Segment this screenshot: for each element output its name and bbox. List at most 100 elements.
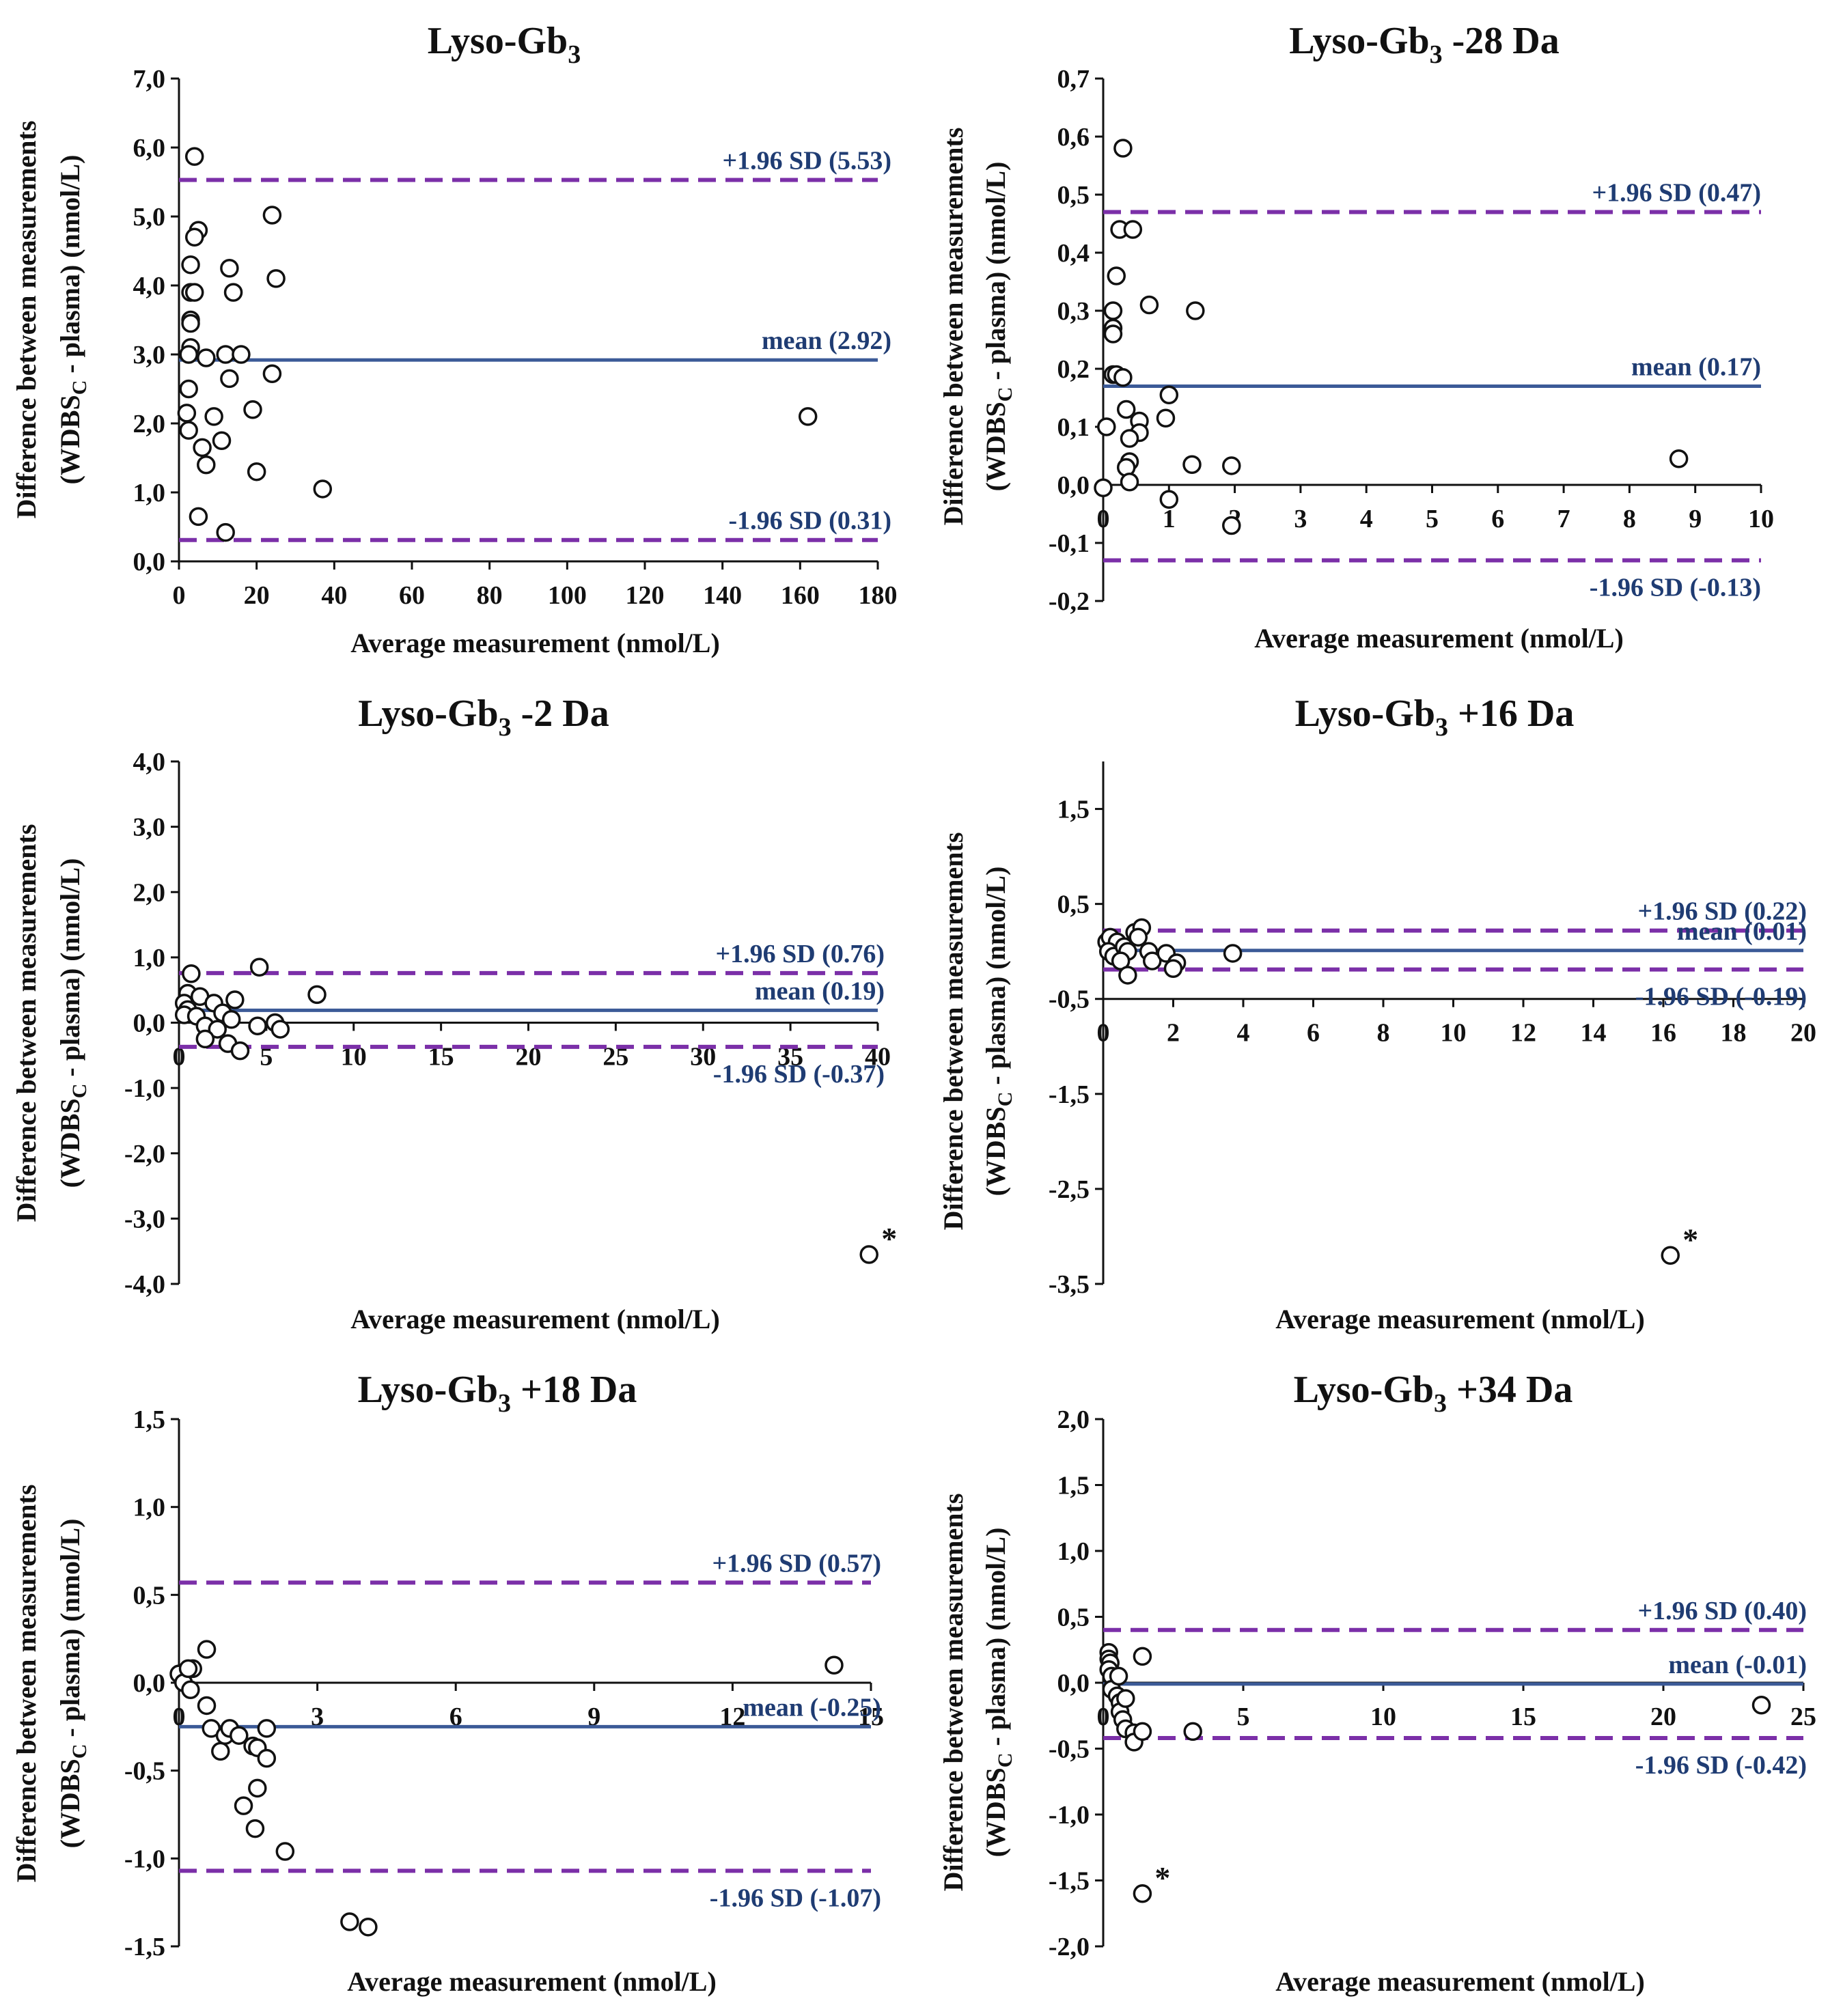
y-tick-label: 7,0 [133,65,166,94]
x-tick-label: 40 [321,581,347,610]
data-point [230,1041,250,1061]
data-point [1143,951,1162,970]
x-tick-label: 15 [1510,1703,1536,1731]
data-point [1120,429,1139,448]
mean-label: mean (-0.25) [743,1693,881,1722]
y-axis-title-line1: Difference between measurements [11,1485,42,1883]
x-axis-title: Average measurement (nmol/L) [1275,1966,1645,1997]
data-point [824,1655,844,1675]
x-tick-label: 5 [260,1043,273,1072]
data-point [220,369,239,389]
y-tick-label: -3,5 [1049,1270,1090,1299]
x-tick-label: 20 [1650,1703,1676,1731]
data-point [257,1748,277,1768]
y-tick-label: -2,0 [124,1140,165,1168]
x-tick-label: 20 [1790,1019,1816,1048]
x-tick-label: 1 [1163,505,1176,533]
panel-title: Lyso-Gb3 +34 Da [1294,1369,1573,1418]
lower-limit-label: -1.96 SD (-0.19) [1635,983,1807,1011]
data-point [1751,1696,1771,1715]
data-point [266,269,286,288]
data-point [1113,368,1133,387]
data-point [1120,473,1139,492]
y-axis-title-line2: (WDBSC - plasma) (nmol/L) [980,162,1016,492]
x-tick-label: 3 [1294,505,1307,533]
mean-label: mean (2.92) [762,326,891,355]
mean-label: mean (0.01) [1677,917,1807,946]
x-tick-label: 5 [1237,1703,1250,1731]
data-point [1128,927,1148,947]
data-point [197,348,216,367]
upper-limit-label: +1.96 SD (0.57) [712,1549,881,1578]
data-point [1163,959,1183,978]
data-point [179,421,198,440]
data-point [859,1245,878,1264]
data-point [1222,516,1241,535]
x-tick-label: 180 [859,581,898,610]
y-tick-label: 0,0 [133,1669,166,1698]
y-tick-label: 0,5 [1057,891,1090,919]
data-point [208,1020,227,1039]
data-point [243,400,262,419]
data-point [212,431,232,450]
y-tick-label: 0,2 [1057,355,1090,384]
data-point [1669,449,1689,468]
x-axis-title: Average measurement (nmol/L) [1254,623,1624,654]
x-tick-label: 10 [1370,1703,1396,1731]
lower-limit-label: -1.96 SD (-0.13) [1590,574,1761,602]
y-tick-label: 0,0 [133,548,166,576]
y-tick-label: 0,4 [1057,239,1090,268]
y-tick-label: -1,0 [1049,1801,1090,1830]
data-point [245,1819,265,1838]
data-point [257,1719,277,1738]
upper-limit-label: +1.96 SD (0.40) [1637,1597,1807,1625]
y-tick-label: -3,0 [124,1205,165,1233]
y-axis-title-line1: Difference between measurements [938,128,969,526]
y-axis-title-line1: Difference between measurements [938,832,969,1231]
y-axis-title-line2: (WDBSC - plasma) (nmol/L) [55,858,91,1188]
y-axis-title-line1: Difference between measurements [11,121,42,519]
y-tick-label: 3,0 [133,341,166,369]
y-tick-label: 1,0 [133,1494,166,1522]
panel-title: Lyso-Gb3 +16 Da [1295,692,1575,742]
y-tick-label: 0,3 [1057,297,1090,326]
panel-title: Lyso-Gb3 -2 Da [358,692,609,742]
data-point [313,479,333,499]
x-tick-label: 0 [1097,1019,1110,1048]
data-point [262,206,282,225]
y-tick-label: 6,0 [133,134,166,163]
data-point [1123,220,1143,239]
x-tick-label: 120 [626,581,665,610]
x-tick-label: 0 [173,1703,186,1731]
x-tick-label: 4 [1237,1019,1250,1048]
panel-6: Lyso-Gb3 +34 Da -2,0 -1,5 -1,0 -0,5 0,0 0,5 1,0… [938,1369,1816,1997]
x-tick-label: 8 [1377,1019,1390,1048]
data-point [275,1842,295,1861]
y-tick-label: 1,0 [133,479,166,507]
data-point [216,522,235,542]
x-axis-title: Average measurement (nmol/L) [350,628,720,658]
data-point [1103,324,1123,344]
y-tick-label: 0,7 [1057,65,1090,94]
data-point [179,345,198,364]
data-point [178,1659,198,1679]
data-point [234,1796,253,1815]
data-point [223,283,243,302]
x-tick-label: 8 [1623,505,1636,533]
data-point [232,345,251,364]
y-tick-label: 2,0 [133,878,166,907]
data-point [184,227,204,247]
data-point [247,462,266,481]
data-point [1103,301,1123,320]
y-tick-label: -2,0 [1049,1933,1090,1961]
data-point [1223,944,1243,963]
data-point [204,407,223,426]
y-tick-label: 0,5 [133,1581,166,1610]
y-tick-label: 3,0 [133,813,166,842]
y-tick-label: 1,5 [1057,1472,1090,1500]
data-point [1133,1647,1152,1666]
y-tick-label: -1,5 [1049,1080,1090,1109]
data-point [1109,1666,1128,1686]
x-tick-label: 0 [1097,505,1110,533]
